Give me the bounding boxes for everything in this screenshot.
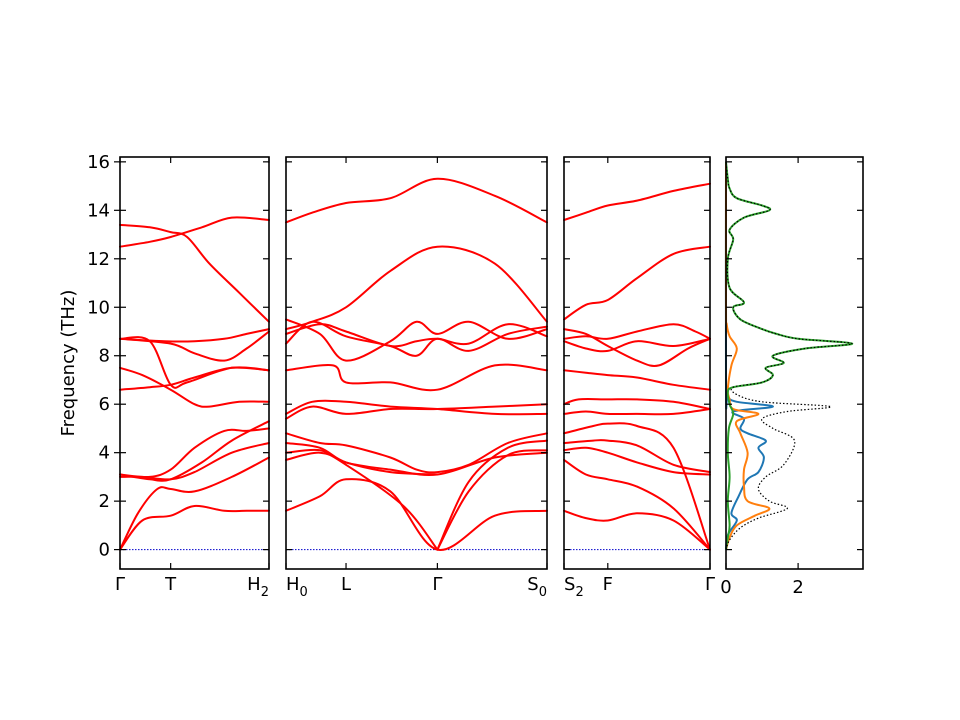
panel-frame	[119, 156, 270, 570]
band-line	[285, 318, 548, 362]
band-line	[119, 366, 270, 408]
band-line	[285, 320, 548, 357]
k-point-label: T	[164, 574, 177, 595]
dos-x-tick-label: 2	[792, 577, 803, 598]
band-line	[285, 177, 548, 224]
band-line	[563, 182, 711, 221]
k-point-label: L	[341, 574, 351, 595]
band-line	[285, 451, 439, 551]
y-tick-label: 4	[99, 443, 110, 464]
band-line	[119, 216, 270, 248]
k-point-label: F	[603, 574, 613, 595]
k-point-label: H2	[247, 574, 269, 600]
band-line	[285, 363, 548, 392]
band-line	[563, 509, 711, 551]
band-line	[119, 504, 270, 551]
band-line	[563, 458, 711, 551]
y-tick-label: 12	[87, 249, 110, 270]
band-line	[563, 446, 711, 476]
y-tick-label: 8	[99, 346, 110, 367]
y-tick-label: 14	[87, 200, 110, 221]
band-line	[119, 223, 270, 323]
dos-x-tick-label: 0	[720, 577, 731, 598]
band-line	[563, 408, 711, 416]
band-line	[285, 478, 548, 551]
band-line	[563, 369, 711, 391]
band-line	[563, 337, 711, 353]
dos-curve	[724, 161, 774, 550]
k-point-label: H0	[286, 574, 308, 600]
band-line	[436, 449, 548, 551]
band-line	[563, 328, 711, 367]
band-line	[436, 439, 548, 551]
panel-frame	[285, 156, 548, 570]
dos-panel-frame	[725, 156, 864, 570]
k-point-label: Γ	[115, 574, 125, 595]
band-line	[119, 427, 270, 479]
dos-curve	[725, 161, 854, 550]
band-line	[285, 442, 548, 476]
band-line	[119, 366, 270, 391]
y-axis-label: Frequency (THz)	[58, 290, 79, 437]
k-point-label: S2	[564, 574, 584, 600]
k-point-label: Γ	[705, 574, 715, 595]
k-point-label: Γ	[432, 574, 442, 595]
band-line	[285, 245, 548, 331]
band-line	[563, 422, 711, 551]
band-line	[285, 323, 548, 348]
k-point-label: S0	[527, 574, 547, 600]
band-line	[119, 336, 270, 389]
band-line	[119, 420, 270, 482]
dos-curve	[724, 161, 771, 550]
band-line	[285, 399, 548, 416]
band-line	[563, 398, 711, 410]
band-line	[563, 439, 711, 474]
band-line	[119, 330, 270, 362]
band-line	[563, 245, 711, 321]
band-line	[563, 323, 711, 340]
y-tick-label: 16	[87, 152, 110, 173]
y-tick-label: 2	[99, 491, 110, 512]
band-line	[119, 456, 270, 551]
y-tick-label: 6	[99, 394, 110, 415]
y-tick-label: 10	[87, 297, 110, 318]
y-tick-label: 0	[99, 540, 110, 561]
panel-frame	[563, 156, 711, 570]
band-line	[119, 328, 270, 343]
band-line	[285, 432, 548, 474]
band-line	[285, 403, 548, 420]
